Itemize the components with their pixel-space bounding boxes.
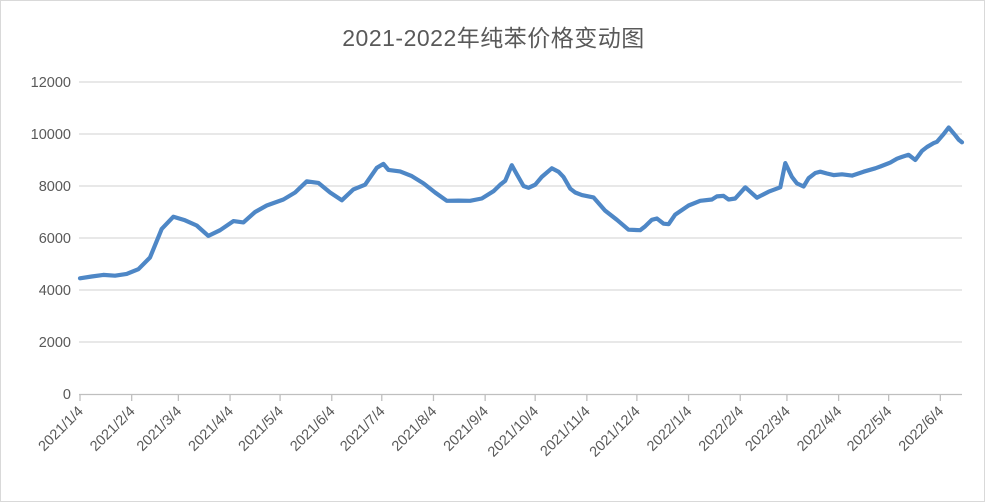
x-axis-label: 2022/2/4 (696, 404, 747, 455)
y-axis-label: 6000 (39, 231, 71, 247)
y-axis-label: 2000 (39, 335, 71, 351)
x-axis-label: 2021/12/4 (587, 404, 644, 461)
y-axis-label: 8000 (39, 179, 71, 195)
y-axis-label: 0 (63, 387, 71, 403)
x-axis-label: 2021/4/4 (186, 404, 237, 455)
y-axis-label: 12000 (31, 75, 71, 91)
x-axis-label: 2022/5/4 (844, 404, 895, 455)
x-axis-label: 2021/7/4 (337, 404, 388, 455)
x-axis-label: 2021/11/4 (538, 404, 594, 460)
x-axis-label: 2021/3/4 (134, 404, 185, 455)
x-axis-label: 2022/3/4 (743, 404, 794, 455)
x-axis-label: 2022/1/4 (644, 404, 695, 455)
x-axis-label: 2021/9/4 (441, 404, 492, 455)
y-axis-label: 10000 (31, 127, 71, 143)
x-axis-label: 2021/1/4 (36, 404, 87, 455)
x-axis-label: 2021/5/4 (236, 404, 287, 455)
x-axis-label: 2021/2/4 (87, 404, 138, 455)
x-axis-label: 2021/10/4 (485, 404, 542, 461)
x-axis-label: 2021/6/4 (287, 404, 338, 455)
x-axis-label: 2022/4/4 (794, 404, 845, 455)
x-axis-label: 2021/8/4 (389, 404, 440, 455)
x-axis-label: 2022/6/4 (896, 404, 947, 455)
chart-title: 2021-2022年纯苯价格变动图 (342, 25, 645, 51)
price-series-line (77, 125, 965, 281)
y-axis-label: 4000 (39, 283, 71, 299)
